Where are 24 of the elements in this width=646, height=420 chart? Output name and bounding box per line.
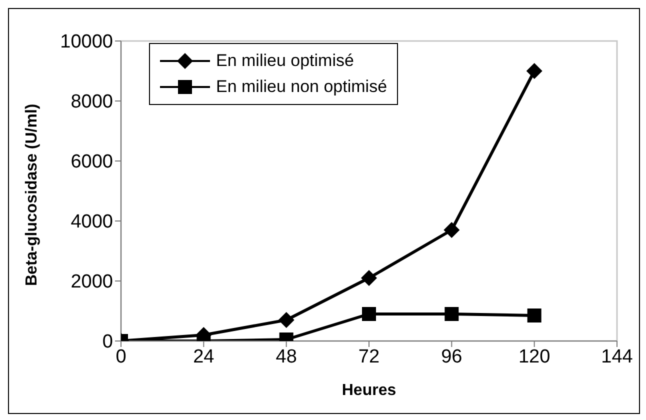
point [444,222,460,238]
x-axis-title: Heures [342,382,396,399]
point [361,270,377,286]
y-axis-title: Beta-glucosidase (U/ml) [24,104,41,286]
x-tick-label: 72 [358,346,380,368]
point [362,307,376,321]
legend-label: En milieu optimisé [216,51,354,71]
y-tick-label: 8000 [70,92,113,113]
y-tick-label: 4000 [70,212,113,233]
point [444,307,459,321]
x-tick-label: 24 [193,346,215,368]
point [527,308,542,322]
legend-label: En milieu non optimisé [216,77,388,97]
y-tick-label: 0 [102,332,113,353]
point [526,63,542,79]
x-tick-label: 48 [276,346,297,368]
x-tick-label: 0 [116,346,126,368]
point [278,312,294,328]
x-tick-label: 120 [518,346,550,368]
x-tick-label: 144 [601,346,634,368]
x-tick-label: 96 [441,346,462,368]
y-tick-label: 10000 [60,32,113,53]
y-tick-label: 2000 [70,272,113,293]
y-tick-label: 6000 [70,152,113,173]
